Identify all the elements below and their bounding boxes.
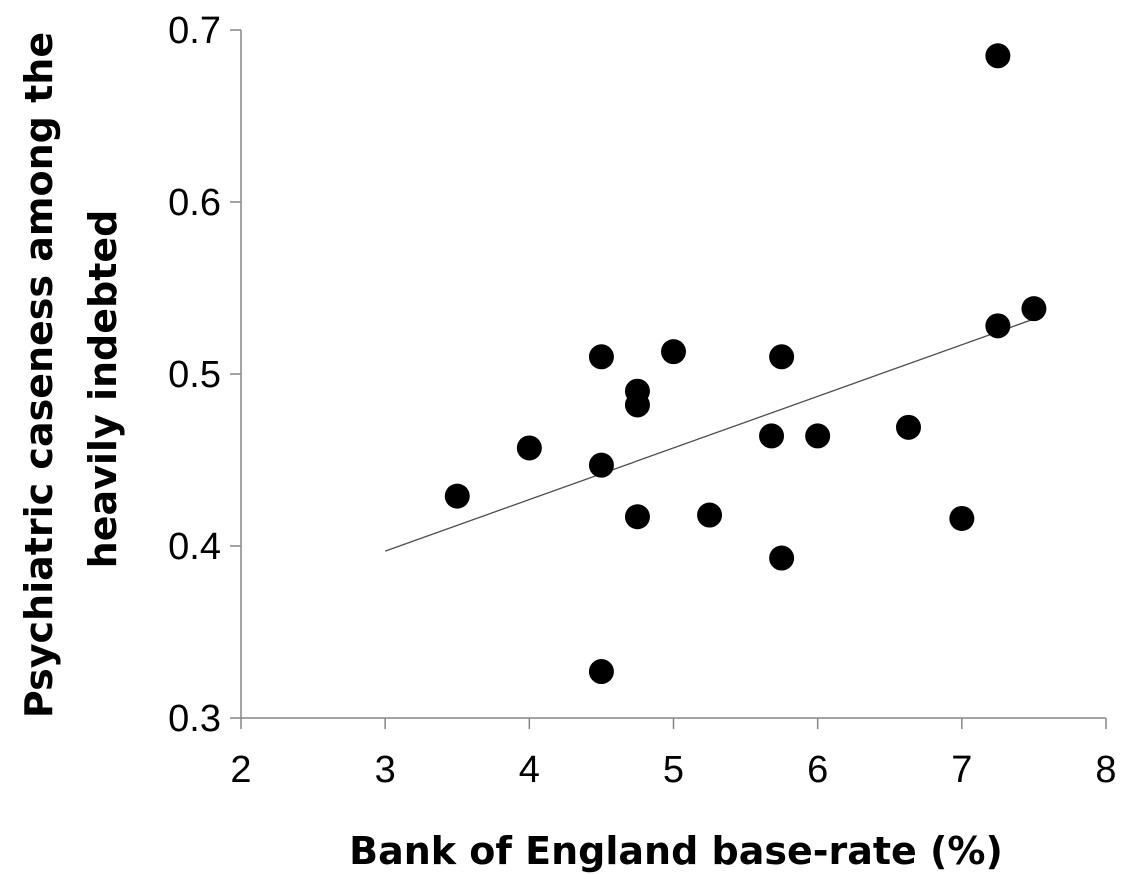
data-point bbox=[1021, 296, 1047, 322]
data-point bbox=[588, 344, 614, 370]
x-tick-label: 7 bbox=[951, 749, 972, 791]
data-point bbox=[697, 502, 723, 528]
trendline bbox=[384, 318, 1035, 552]
y-tick-label: 0.4 bbox=[168, 526, 221, 568]
data-point bbox=[516, 435, 542, 461]
x-tick-label: 5 bbox=[663, 749, 684, 791]
x-tick-label: 3 bbox=[375, 749, 396, 791]
data-point bbox=[949, 505, 975, 531]
x-axis-title: Bank of England base-rate (%) bbox=[349, 829, 1003, 873]
trendline-layer bbox=[384, 318, 1035, 552]
axes bbox=[230, 29, 1107, 729]
data-point bbox=[624, 392, 650, 418]
data-point bbox=[769, 545, 795, 571]
x-tick-labels: 2 3 4 5 6 7 8 bbox=[230, 749, 1116, 791]
data-point bbox=[985, 313, 1011, 339]
data-point bbox=[769, 344, 795, 370]
data-point bbox=[985, 43, 1011, 69]
data-point bbox=[759, 423, 785, 449]
y-tick-label: 0.6 bbox=[168, 182, 221, 224]
y-tick-label: 0.7 bbox=[168, 10, 221, 52]
data-point bbox=[444, 483, 470, 509]
x-tick-label: 4 bbox=[519, 749, 540, 791]
y-tick-label: 0.5 bbox=[168, 354, 221, 396]
y-axis-title-line-2: heavily indebted bbox=[81, 210, 125, 569]
y-tick-label: 0.3 bbox=[168, 698, 221, 740]
x-tick-label: 6 bbox=[807, 749, 828, 791]
data-point bbox=[805, 423, 831, 449]
x-tick-label: 8 bbox=[1095, 749, 1116, 791]
data-point bbox=[895, 414, 921, 440]
data-points bbox=[444, 43, 1047, 685]
data-point bbox=[588, 659, 614, 685]
data-point bbox=[624, 504, 650, 530]
data-point bbox=[588, 452, 614, 478]
x-tick-label: 2 bbox=[230, 749, 251, 791]
y-axis-title-line-1: Psychiatric caseness among the bbox=[17, 32, 61, 718]
y-tick-labels: 0.3 0.4 0.5 0.6 0.7 bbox=[168, 10, 221, 740]
data-point bbox=[661, 339, 686, 365]
